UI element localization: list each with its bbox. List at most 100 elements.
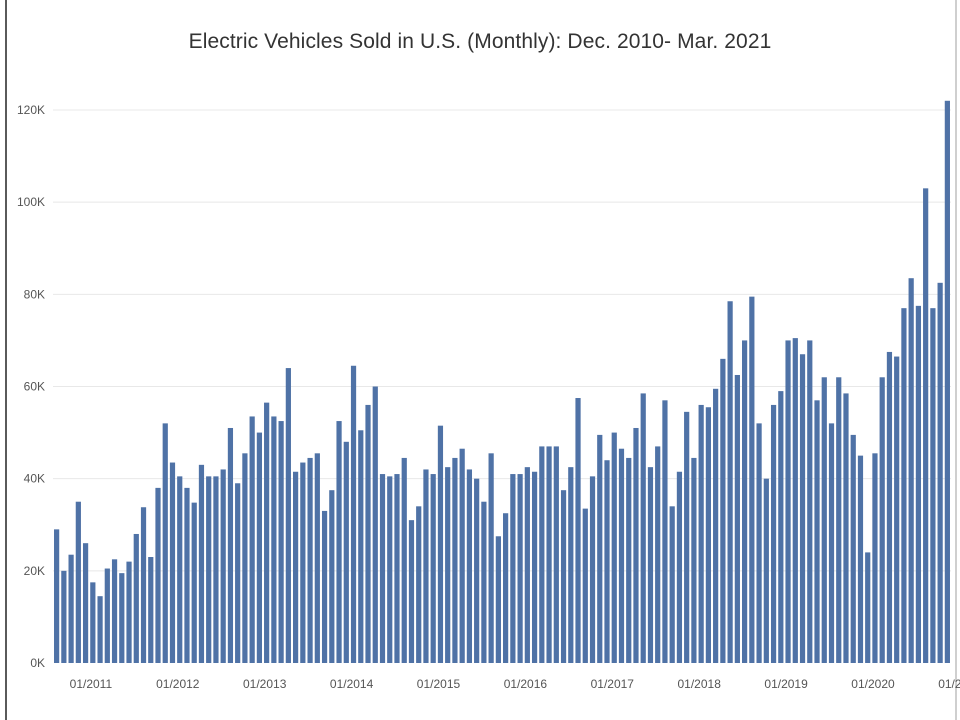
bar-2012-10 xyxy=(213,476,219,663)
bar-2014-03 xyxy=(336,421,342,663)
bar-2016-11 xyxy=(568,467,574,663)
bar-2017-01 xyxy=(582,508,588,663)
bar-2014-09 xyxy=(379,474,386,663)
x-tick-label: 01/2019 xyxy=(764,677,808,691)
bar-2021-03 xyxy=(944,100,950,663)
bar-2016-04 xyxy=(517,474,523,663)
bar-2020-01 xyxy=(843,393,849,663)
bar-2018-12 xyxy=(749,296,755,663)
bar-2019-04 xyxy=(778,391,784,663)
bar-2012-06 xyxy=(184,487,190,663)
bar-2013-12 xyxy=(314,453,320,663)
bar-2019-01 xyxy=(756,423,762,663)
bar-2018-08 xyxy=(720,358,726,663)
bar-2012-02 xyxy=(155,487,161,663)
bar-2015-11 xyxy=(481,501,487,663)
bar-2018-09 xyxy=(727,301,733,663)
y-tick-label: 80K xyxy=(24,287,45,301)
bar-2011-03 xyxy=(75,501,81,663)
bar-2016-05 xyxy=(524,467,530,663)
bar-2020-06 xyxy=(879,377,885,663)
x-tick-label: 01/2012 xyxy=(156,677,200,691)
y-axis: 0K 20K 40K 60K 80K 100K 120K xyxy=(17,103,45,670)
x-tick-label: 01/2017 xyxy=(591,677,635,691)
bar-2020-03 xyxy=(857,455,864,664)
bar-2011-02 xyxy=(68,554,74,663)
bar-2019-05 xyxy=(785,340,791,663)
bar-2020-02 xyxy=(850,434,856,663)
bar-2017-12 xyxy=(662,400,668,663)
y-tick-label: 60K xyxy=(24,380,45,394)
bar-2017-08 xyxy=(633,427,639,663)
bar-2011-11 xyxy=(133,533,139,663)
bar-2011-09 xyxy=(119,573,125,663)
bar-2019-03 xyxy=(770,404,777,663)
bar-2011-07 xyxy=(104,568,110,663)
y-tick-label: 120K xyxy=(17,103,45,117)
bar-2021-01 xyxy=(930,308,936,663)
bar-2020-07 xyxy=(886,351,893,663)
bar-2011-12 xyxy=(140,507,147,663)
bar-2011-05 xyxy=(90,582,96,663)
bar-2018-03 xyxy=(684,411,690,663)
bar-2011-04 xyxy=(82,543,89,663)
x-tick-label: 01/2021 xyxy=(938,677,960,691)
bar-2018-11 xyxy=(742,340,748,663)
bar-2019-06 xyxy=(792,338,798,663)
bar-2016-07 xyxy=(539,446,545,663)
bar-2013-06 xyxy=(271,416,277,663)
bar-2010-12 xyxy=(54,529,60,663)
bar-2013-03 xyxy=(249,416,255,663)
bar-2020-10 xyxy=(908,278,914,663)
bar-2014-11 xyxy=(394,474,400,663)
bar-2012-08 xyxy=(198,464,205,663)
bar-2017-09 xyxy=(640,393,646,663)
bar-2016-03 xyxy=(510,474,516,663)
bar-2017-07 xyxy=(626,457,632,663)
bar-2012-05 xyxy=(177,476,183,663)
bar-2017-06 xyxy=(618,448,625,663)
bar-2019-07 xyxy=(799,354,806,663)
bar-2015-09 xyxy=(466,469,473,663)
bar-2013-07 xyxy=(278,421,284,663)
bar-2017-10 xyxy=(647,467,654,663)
bar-2014-08 xyxy=(372,386,378,663)
x-tick-label: 01/2013 xyxy=(243,677,287,691)
bar-2012-07 xyxy=(191,502,197,663)
bar-2021-02 xyxy=(937,282,943,663)
bar-2015-10 xyxy=(474,478,480,663)
x-tick-label: 01/2018 xyxy=(678,677,722,691)
bar-2012-12 xyxy=(227,427,234,663)
bar-2019-11 xyxy=(828,423,835,663)
bar-2014-06 xyxy=(358,430,364,663)
bar-2012-04 xyxy=(169,462,176,663)
x-tick-label: 01/2014 xyxy=(330,677,374,691)
y-tick-label: 100K xyxy=(17,195,45,209)
right-frame-border xyxy=(955,0,957,720)
bar-2011-06 xyxy=(97,596,103,663)
bar-2015-01 xyxy=(408,520,415,663)
bar-2018-06 xyxy=(705,407,711,663)
bars-group xyxy=(54,100,950,664)
bar-2018-10 xyxy=(734,374,740,663)
bar-2014-01 xyxy=(321,510,328,663)
bar-2015-08 xyxy=(459,448,465,663)
bar-2018-05 xyxy=(698,404,704,663)
y-tick-label: 40K xyxy=(24,472,45,486)
bar-2016-01 xyxy=(495,536,501,663)
bar-2017-04 xyxy=(604,460,610,663)
bar-2013-02 xyxy=(242,453,248,663)
bar-2019-10 xyxy=(821,377,827,663)
bar-2020-12 xyxy=(923,188,929,663)
bar-2015-07 xyxy=(452,457,458,663)
bar-2011-01 xyxy=(61,570,67,663)
bar-2012-01 xyxy=(148,557,154,663)
bar-2017-11 xyxy=(655,446,661,663)
bar-2011-10 xyxy=(126,561,132,663)
bar-2019-12 xyxy=(836,377,842,663)
bar-2015-03 xyxy=(423,469,429,663)
bar-2012-03 xyxy=(162,423,168,663)
bar-2016-06 xyxy=(531,471,538,663)
x-axis: 01/2011 01/2012 01/2013 01/2014 01/2015 01/20… xyxy=(70,677,960,691)
